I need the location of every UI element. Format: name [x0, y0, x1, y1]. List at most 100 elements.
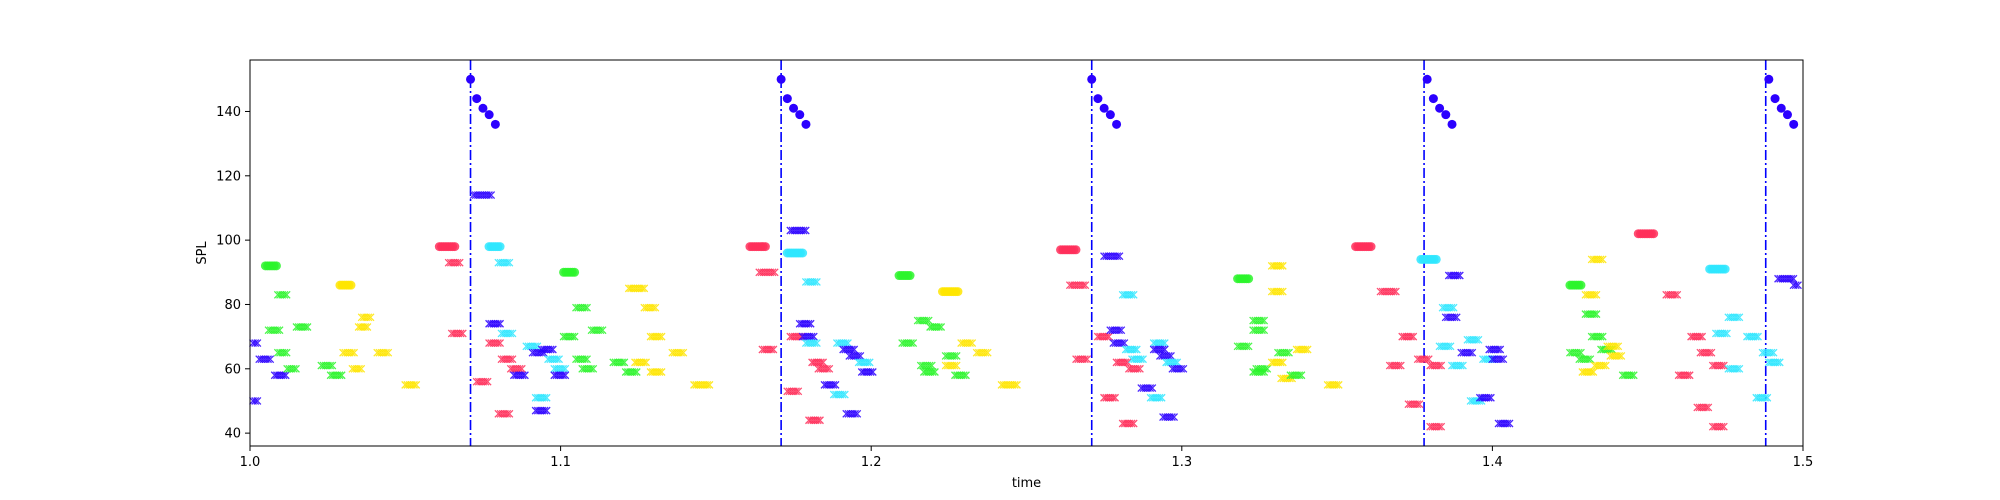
note-marker — [1494, 419, 1514, 428]
note-marker — [894, 271, 915, 281]
onset-dot — [484, 110, 494, 120]
note-marker — [494, 258, 514, 267]
note-marker — [544, 355, 564, 364]
note-marker — [1146, 393, 1166, 402]
note-marker — [1565, 280, 1586, 290]
note-marker — [805, 416, 824, 425]
note-marker — [485, 319, 505, 328]
note-marker — [1398, 332, 1418, 341]
note-marker — [497, 355, 517, 364]
plot-frame — [249, 59, 1804, 447]
note-marker — [646, 368, 666, 376]
note-marker — [1435, 342, 1455, 351]
note-marker — [758, 345, 778, 354]
note-marker — [537, 345, 557, 354]
note-marker — [808, 358, 828, 367]
x-tick-label: 1.1 — [550, 455, 571, 470]
note-marker — [1100, 393, 1119, 402]
note-marker — [1581, 310, 1601, 319]
note-marker — [919, 368, 939, 376]
note-marker — [1764, 358, 1784, 367]
note-marker — [1385, 361, 1405, 370]
note-marker — [1444, 271, 1464, 280]
onset-dot — [1422, 74, 1432, 84]
note-marker — [938, 287, 963, 297]
note-marker — [1118, 419, 1138, 428]
note-marker — [273, 348, 291, 357]
note-marker — [1581, 290, 1601, 299]
note-marker — [795, 319, 815, 328]
note-marker — [444, 258, 464, 267]
note-marker — [1137, 384, 1157, 393]
onset-dot — [1789, 119, 1799, 129]
onset-dot — [1428, 94, 1438, 104]
note-marker — [1475, 393, 1495, 402]
onset-dot — [782, 94, 792, 104]
onset-lines-layer — [469, 60, 1767, 446]
note-marker — [522, 342, 542, 351]
note-marker — [572, 355, 591, 364]
note-marker — [283, 364, 300, 373]
y-tick-label: 40 — [224, 427, 241, 442]
note-marker — [1633, 229, 1659, 239]
note-marker — [1426, 361, 1446, 370]
note-marker — [997, 380, 1021, 389]
note-marker — [348, 364, 366, 373]
note-marker — [1438, 303, 1458, 312]
note-marker — [1267, 358, 1287, 367]
note-marker — [1404, 400, 1424, 409]
note-marker — [494, 409, 514, 418]
note-marker — [786, 332, 806, 341]
note-marker — [339, 348, 359, 357]
note-marker — [292, 323, 312, 331]
note-marker — [1233, 274, 1254, 284]
note-marker — [1724, 313, 1744, 322]
note-marker — [1274, 348, 1293, 357]
note-marker — [782, 248, 808, 258]
note-marker — [587, 326, 607, 335]
onset-dot — [472, 94, 482, 104]
note-marker — [1413, 355, 1433, 364]
onset-dot — [801, 119, 811, 129]
onset-dot — [490, 119, 500, 129]
note-marker — [1233, 342, 1253, 351]
y-tick-label: 120 — [216, 169, 241, 184]
x-tick-label: 1.3 — [1171, 455, 1192, 470]
note-marker — [1351, 242, 1376, 252]
note-marker — [509, 371, 529, 380]
note-marker — [1457, 348, 1477, 357]
onset-dot — [466, 74, 476, 84]
note-marker — [941, 351, 961, 360]
note-marker — [957, 339, 977, 348]
note-marker — [1106, 326, 1126, 335]
x-tick-label: 1.5 — [1793, 455, 1814, 470]
onset-dot — [795, 110, 805, 120]
note-marker — [447, 329, 467, 338]
y-tick-label: 100 — [216, 234, 241, 249]
note-marker — [1159, 413, 1179, 422]
note-marker — [434, 242, 460, 252]
note-marker — [898, 339, 918, 348]
onset-dot — [789, 103, 799, 113]
note-marker — [690, 380, 714, 389]
note-marker — [1606, 351, 1626, 360]
note-marker — [572, 303, 591, 312]
note-marker — [854, 358, 874, 367]
note-marker — [1705, 264, 1730, 274]
note-marker — [857, 368, 877, 376]
note-marker — [1590, 361, 1610, 370]
note-marker — [1155, 351, 1175, 360]
note-marker — [1162, 358, 1182, 367]
note-marker — [485, 339, 505, 348]
note-marker — [1587, 255, 1607, 264]
note-marker — [335, 280, 356, 290]
x-axis-label: time — [1012, 476, 1041, 491]
onset-markers-layer — [466, 74, 1799, 129]
note-marker — [631, 358, 650, 367]
onset-dot — [1776, 103, 1786, 113]
note-marker — [1128, 355, 1147, 364]
note-marker — [1376, 287, 1400, 296]
note-marker — [786, 226, 810, 235]
x-tick-label: 1.0 — [240, 455, 261, 470]
